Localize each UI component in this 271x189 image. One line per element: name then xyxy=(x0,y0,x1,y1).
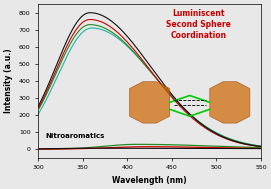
Text: Nitroaromatics: Nitroaromatics xyxy=(45,133,105,139)
X-axis label: Wavelength (nm): Wavelength (nm) xyxy=(112,176,187,185)
Text: Luminiscent
Second Sphere
Coordination: Luminiscent Second Sphere Coordination xyxy=(166,9,231,40)
Y-axis label: Intensity (a.u.): Intensity (a.u.) xyxy=(4,49,13,113)
